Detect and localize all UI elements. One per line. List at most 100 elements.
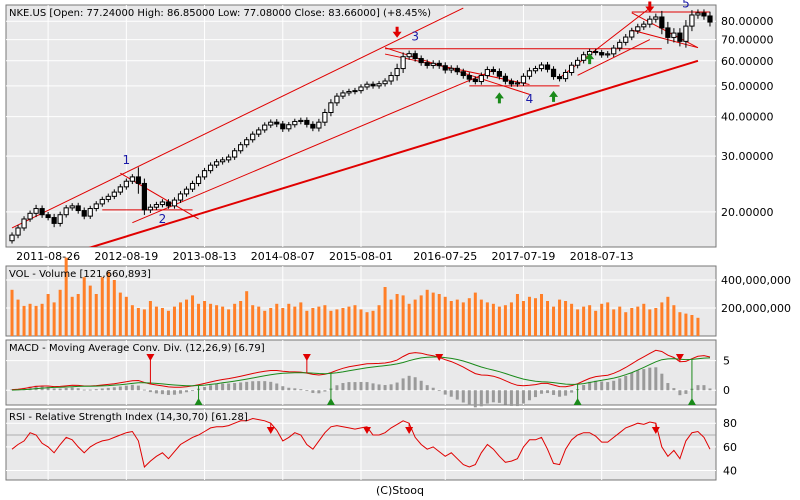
- macd-histogram-bar: [148, 390, 152, 393]
- candle-body: [568, 64, 575, 74]
- price-tick-label: 30.00000: [721, 150, 774, 163]
- candle: [671, 28, 677, 43]
- macd-histogram-bar: [684, 390, 688, 394]
- volume-bar: [347, 306, 351, 336]
- macd-buy-marker: [326, 398, 335, 405]
- volume-bar: [233, 303, 237, 336]
- macd-histogram-bar: [564, 390, 568, 396]
- candle: [63, 205, 69, 218]
- candle: [21, 216, 27, 231]
- candle: [472, 76, 478, 85]
- volume-bar: [124, 296, 128, 336]
- footer-credit: (C)Stooq: [375, 484, 424, 497]
- macd-histogram-bar: [588, 381, 592, 391]
- candle: [159, 199, 166, 208]
- macd-histogram-bar: [443, 390, 447, 395]
- volume-bar: [70, 296, 74, 336]
- candle-body: [358, 86, 364, 92]
- candle: [370, 81, 376, 89]
- candle-body: [123, 180, 129, 188]
- candle: [111, 189, 117, 200]
- candle-body: [153, 204, 160, 208]
- macd-histogram-bar: [172, 390, 176, 395]
- candle-body: [581, 54, 587, 61]
- candle-body: [39, 208, 45, 216]
- candle: [256, 127, 262, 137]
- candle-body: [629, 30, 635, 38]
- candle-body: [207, 164, 214, 172]
- macd-histogram-bar: [473, 390, 477, 408]
- trend-line: [88, 59, 699, 247]
- candle-body: [274, 121, 280, 125]
- candle-body: [171, 199, 178, 207]
- wave-label: 3: [411, 30, 419, 44]
- volume-bar: [76, 294, 80, 336]
- volume-bar: [22, 305, 26, 336]
- candle: [683, 20, 689, 48]
- macd-histogram-bar: [52, 388, 56, 391]
- candle-body: [280, 123, 286, 130]
- macd-histogram-bar: [287, 387, 291, 391]
- candle-body: [689, 14, 695, 27]
- volume-bar: [311, 308, 315, 336]
- macd-histogram-bar: [389, 384, 393, 391]
- volume-bar: [82, 277, 86, 336]
- volume-bar: [34, 305, 38, 336]
- macd-histogram-bar: [166, 390, 170, 395]
- macd-histogram-bar: [317, 390, 321, 394]
- volume-bar: [341, 308, 345, 336]
- price-tick-label: 80.00000: [721, 15, 774, 28]
- candle: [292, 118, 298, 128]
- candle: [376, 80, 382, 89]
- candle: [201, 167, 208, 180]
- candle: [508, 78, 515, 87]
- candle-body: [165, 201, 172, 207]
- x-tick-label: 2017-07-19: [491, 250, 555, 263]
- macd-histogram-bar: [395, 382, 399, 391]
- trend-line: [631, 29, 699, 49]
- macd-histogram-bar: [275, 383, 279, 391]
- volume-bar: [690, 315, 694, 336]
- macd-histogram-bar: [377, 384, 381, 391]
- candle-body: [611, 47, 617, 55]
- candle: [424, 59, 430, 69]
- volume-bar: [503, 305, 507, 336]
- candle-body: [496, 71, 502, 77]
- volume-bar: [678, 312, 682, 336]
- volume-bar: [437, 294, 441, 336]
- candle-body: [550, 68, 557, 78]
- macd-histogram-bar: [582, 385, 586, 391]
- candle: [165, 199, 172, 209]
- macd-histogram-bar: [58, 388, 62, 391]
- macd-histogram-bar: [34, 385, 38, 391]
- volume-bar: [576, 309, 580, 336]
- candle: [207, 162, 214, 174]
- volume-bar: [106, 271, 110, 336]
- volume-bar: [191, 295, 195, 336]
- macd-histogram-bar: [347, 382, 351, 391]
- macd-histogram-bar: [64, 387, 68, 391]
- candle-body: [213, 161, 220, 166]
- volume-bar: [540, 294, 544, 336]
- macd-histogram-bar: [215, 384, 219, 391]
- signal-arrow-up: [494, 92, 504, 104]
- candle-body: [556, 76, 563, 80]
- volume-bar: [594, 310, 598, 336]
- candle: [87, 205, 93, 219]
- candle-body: [87, 208, 93, 217]
- candle: [334, 93, 340, 106]
- macd-histogram-bar: [527, 390, 531, 401]
- macd-histogram-bar: [185, 390, 189, 393]
- macd-histogram-bar: [118, 386, 122, 391]
- candle-body: [135, 176, 141, 184]
- volume-bar: [329, 310, 333, 336]
- x-tick-label: 2011-08-26: [16, 250, 80, 263]
- candle: [298, 117, 304, 125]
- candle-body: [177, 193, 184, 201]
- candle: [442, 62, 448, 74]
- candle-body: [147, 206, 154, 211]
- macd-histogram-bar: [203, 386, 207, 391]
- candle: [605, 51, 611, 58]
- rsi-tick-label: 40: [723, 465, 737, 478]
- candle: [388, 71, 394, 85]
